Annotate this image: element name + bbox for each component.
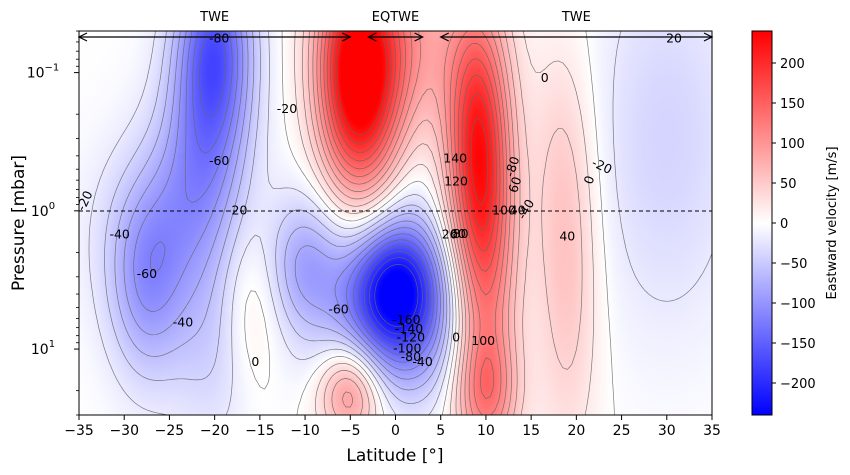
colorbar-tick-label: −200 xyxy=(780,377,816,392)
contour-label: 60 xyxy=(450,226,466,241)
region-labels: TWE EQTWE TWE xyxy=(199,10,591,25)
colorbar-tick-label: 150 xyxy=(780,97,805,112)
contour-line xyxy=(316,31,511,415)
contour-label: 120 xyxy=(444,174,468,189)
contour-line xyxy=(323,31,504,400)
y-axis: 10−1 100 101 xyxy=(27,30,79,416)
x-tick-label: 15 xyxy=(522,423,540,439)
colorbar-title: Eastward velocity [m/s] xyxy=(825,146,840,299)
contour-label: -60 xyxy=(209,153,229,168)
region-label-twe-left: TWE xyxy=(199,10,229,25)
x-tick-label: −5 xyxy=(340,423,361,439)
colorbar-tick-label: −150 xyxy=(780,337,816,352)
y-tick-label: 100 xyxy=(31,201,55,220)
contour-line xyxy=(104,31,451,404)
contour-label: -100 xyxy=(393,341,421,356)
region-arrow xyxy=(367,32,424,42)
contour-lines xyxy=(88,31,712,415)
x-tick-label: −30 xyxy=(109,423,139,439)
contour-line xyxy=(199,31,431,349)
x-tick-label: 30 xyxy=(658,423,676,439)
x-tick-label: −25 xyxy=(155,423,185,439)
contour-labels: -80-20-60-20 -20-40-60-40-600-160-140-120… xyxy=(73,30,682,369)
contour-line xyxy=(114,31,448,391)
colorbar-ticks: 200 150 100 50 0 −50 −100 −150 −200 xyxy=(772,57,816,392)
contour-label: 40 xyxy=(510,202,526,217)
colorbar-gradient xyxy=(751,30,773,416)
contour-label: -20 xyxy=(227,202,247,217)
contour-line xyxy=(320,31,508,415)
colorbar-tick-label: 0 xyxy=(780,217,788,232)
colorbar-tick-label: −100 xyxy=(780,297,816,312)
contour-label: 20 xyxy=(442,227,458,242)
contour-line xyxy=(330,31,497,251)
x-axis: −35 −30 −25 −20 −15 −10 −5 0 5 10 15 20 25 30 35 xyxy=(64,415,721,439)
contour-line xyxy=(364,251,427,342)
contour-label: 80 xyxy=(453,226,469,241)
contour-line xyxy=(333,31,493,231)
contour-label: 60 xyxy=(505,175,524,195)
contour-label: 140 xyxy=(443,150,467,165)
x-tick-label: −20 xyxy=(200,423,230,439)
contour-label: -140 xyxy=(395,321,423,336)
contour-label: -60 xyxy=(137,266,157,281)
colorbar-tick-label: −50 xyxy=(780,257,807,272)
contour-label: -40 xyxy=(173,315,193,330)
contour-line xyxy=(88,31,712,415)
contour-label: 0 xyxy=(452,329,460,344)
y-tick-label: 10−1 xyxy=(27,63,60,82)
x-tick-label: −10 xyxy=(290,423,320,439)
region-label-eqtwe: EQTWE xyxy=(372,10,419,25)
contour-line xyxy=(133,31,441,371)
contour-label: 100 xyxy=(492,202,516,217)
contour-line xyxy=(326,31,501,272)
contour-line xyxy=(369,257,423,335)
y-axis-title: Pressure [mbar] xyxy=(9,155,29,291)
contour-line xyxy=(123,31,445,380)
x-tick-label: 25 xyxy=(613,423,631,439)
contour-line xyxy=(294,31,595,415)
contour-label: 20 xyxy=(666,30,682,45)
contour-label: -40 xyxy=(109,227,129,242)
contour-label: 0 xyxy=(541,70,549,85)
y-tick-label: 101 xyxy=(31,339,55,358)
contour-label: -20 xyxy=(277,101,297,116)
plot-area: -80-20-60-20 -20-40-60-40-600-160-140-120… xyxy=(73,30,714,416)
x-axis-title: Latitude [°] xyxy=(346,446,443,466)
x-tick-label: −15 xyxy=(245,423,275,439)
contour-label: -160 xyxy=(392,312,420,327)
contour-line xyxy=(307,31,521,415)
contour-line xyxy=(374,263,419,327)
x-tick-label: 0 xyxy=(391,423,400,439)
contour-line xyxy=(302,31,583,415)
contour-label: -80 xyxy=(209,30,229,45)
contour-label: 0 xyxy=(251,354,259,369)
x-tick-label: −35 xyxy=(64,423,94,439)
region-label-twe-right: TWE xyxy=(561,10,591,25)
colorbar-tick-label: 100 xyxy=(780,137,805,152)
colorbar-tick-label: 50 xyxy=(780,177,797,192)
x-tick-label: 5 xyxy=(436,423,445,439)
contour-label: -120 xyxy=(397,329,425,344)
contour-label: -60 xyxy=(328,301,348,316)
x-tick-label: 10 xyxy=(477,423,495,439)
contour-label: 40 xyxy=(559,229,575,244)
x-tick-label: 20 xyxy=(567,423,585,439)
contour-label: -80 xyxy=(401,349,421,364)
contour-line xyxy=(312,31,516,415)
colorbar-tick-label: 200 xyxy=(780,57,805,72)
contour-line xyxy=(192,31,435,356)
contour-label: -40 xyxy=(412,354,432,369)
contour-label: 100 xyxy=(471,333,495,348)
x-tick-label: 35 xyxy=(703,423,721,439)
colorbar: 200 150 100 50 0 −50 −100 −150 −200 Eastward vel… xyxy=(751,30,840,416)
contour-line xyxy=(150,31,438,363)
contour-label: -80 xyxy=(502,154,523,178)
contour-line xyxy=(244,31,615,415)
